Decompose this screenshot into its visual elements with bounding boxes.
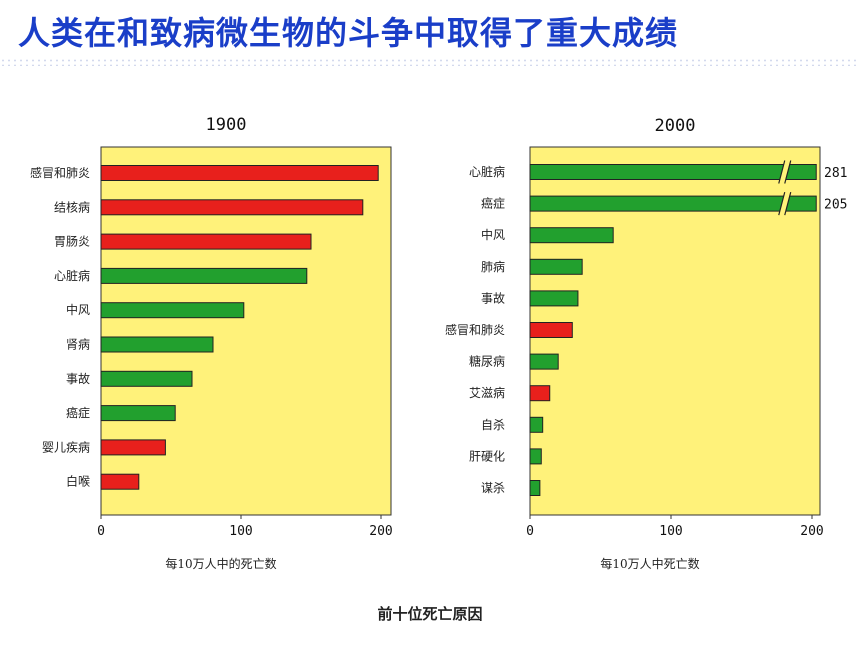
chart-2000-tick-label: 100 (659, 524, 682, 539)
chart-1900-bar (100, 473, 140, 490)
chart-2000-axis-break-line (778, 191, 786, 216)
chart-1900-category-label: 婴儿疾病 (42, 439, 90, 454)
chart-2000-x-axis-label: 每10万人中死亡数 (600, 556, 699, 571)
chart-2000-tick-label: 200 (800, 524, 823, 539)
chart-1900-category-label: 白喉 (66, 474, 90, 489)
chart-2000-category-label: 谋杀 (481, 480, 505, 495)
chart-1900-bar (100, 405, 176, 422)
chart-2000-bar (529, 258, 583, 275)
chart-1900-category-label: 事故 (66, 371, 90, 386)
chart-2000-bar (529, 416, 544, 433)
chart-2000-group: 2000 0 100 200 每10万人中死亡数 心脏病 281 癌症 205 中风肺病事故感冒和… (445, 116, 848, 571)
chart-2000-tick-label: 0 (526, 524, 534, 539)
chart-2000-axis-break-line (784, 191, 792, 216)
chart-1900-category-label: 胃肠炎 (54, 235, 90, 249)
chart-1900-category-label: 癌症 (66, 405, 90, 420)
chart-2000-category-label: 自杀 (481, 417, 505, 432)
chart-1900-category-label: 肾病 (66, 337, 90, 352)
chart-1900-tick-label: 200 (369, 524, 392, 539)
chart-1900-bar (100, 233, 312, 250)
chart-2000-axis-break-line (778, 160, 786, 184)
chart-2000-title: 2000 (655, 116, 696, 136)
figure-caption: 前十位死亡原因 (377, 605, 483, 623)
chart-1900-bar (100, 370, 193, 387)
chart-2000-category-label: 肝硬化 (469, 449, 505, 463)
chart-2000-bar (529, 195, 817, 212)
chart-2000-value-label: 281 (824, 166, 847, 181)
chart-1900-title: 1900 (206, 115, 247, 135)
chart-1900-bar (100, 165, 379, 181)
chart-1900-category-label: 感冒和肺炎 (30, 165, 90, 180)
headline: 人类在和致病微生物的斗争中取得了重大成绩 (18, 14, 679, 52)
chart-1900-bar (100, 439, 166, 456)
chart-2000-category-label: 艾滋病 (469, 385, 505, 400)
chart-2000-category-label: 癌症 (481, 196, 505, 211)
chart-1900-bar (100, 199, 364, 216)
chart-2000-category-label: 中风 (481, 227, 505, 242)
chart-1900-bar (100, 336, 214, 353)
chart-2000-bar (529, 290, 579, 307)
chart-1900-x-axis-label: 每10万人中的死亡数 (165, 556, 276, 571)
chart-2000-category-label: 心脏病 (469, 164, 505, 179)
decorative-dot-band (0, 58, 860, 66)
chart-2000-category-label: 肺病 (481, 259, 505, 274)
chart-1900-category-label: 中风 (66, 302, 90, 317)
chart-2000-category-label: 糖尿病 (469, 354, 505, 369)
chart-2000-axis-break-line (784, 160, 792, 184)
chart-1900-category-label: 结核病 (54, 199, 90, 214)
chart-2000-bar (529, 353, 559, 370)
chart-2000-bar (529, 385, 551, 402)
chart-2000-bar (529, 448, 542, 465)
chart-2000-axis-break (778, 192, 791, 216)
chart-1900-group: 1900 0 100 200 每10万人中的死亡数 感冒和肺炎结核病胃肠炎心脏病中风肾病事… (30, 115, 393, 571)
chart-2000-axis-break (778, 160, 791, 184)
chart-2000-bar (529, 480, 541, 496)
chart-1900-bar (100, 267, 308, 284)
chart-1900-tick-label: 0 (97, 524, 105, 539)
chart-2000-bar (529, 227, 614, 244)
chart-2000-category-label: 感冒和肺炎 (445, 322, 505, 337)
chart-2000-bar (529, 164, 817, 180)
chart-1900-category-label: 心脏病 (54, 268, 90, 283)
chart-2000-bar (529, 322, 573, 338)
chart-1900-bar (100, 302, 245, 319)
chart-2000-category-label: 事故 (481, 290, 505, 305)
chart-1900-tick-label: 100 (229, 524, 252, 539)
chart-2000-value-label: 205 (824, 198, 847, 213)
